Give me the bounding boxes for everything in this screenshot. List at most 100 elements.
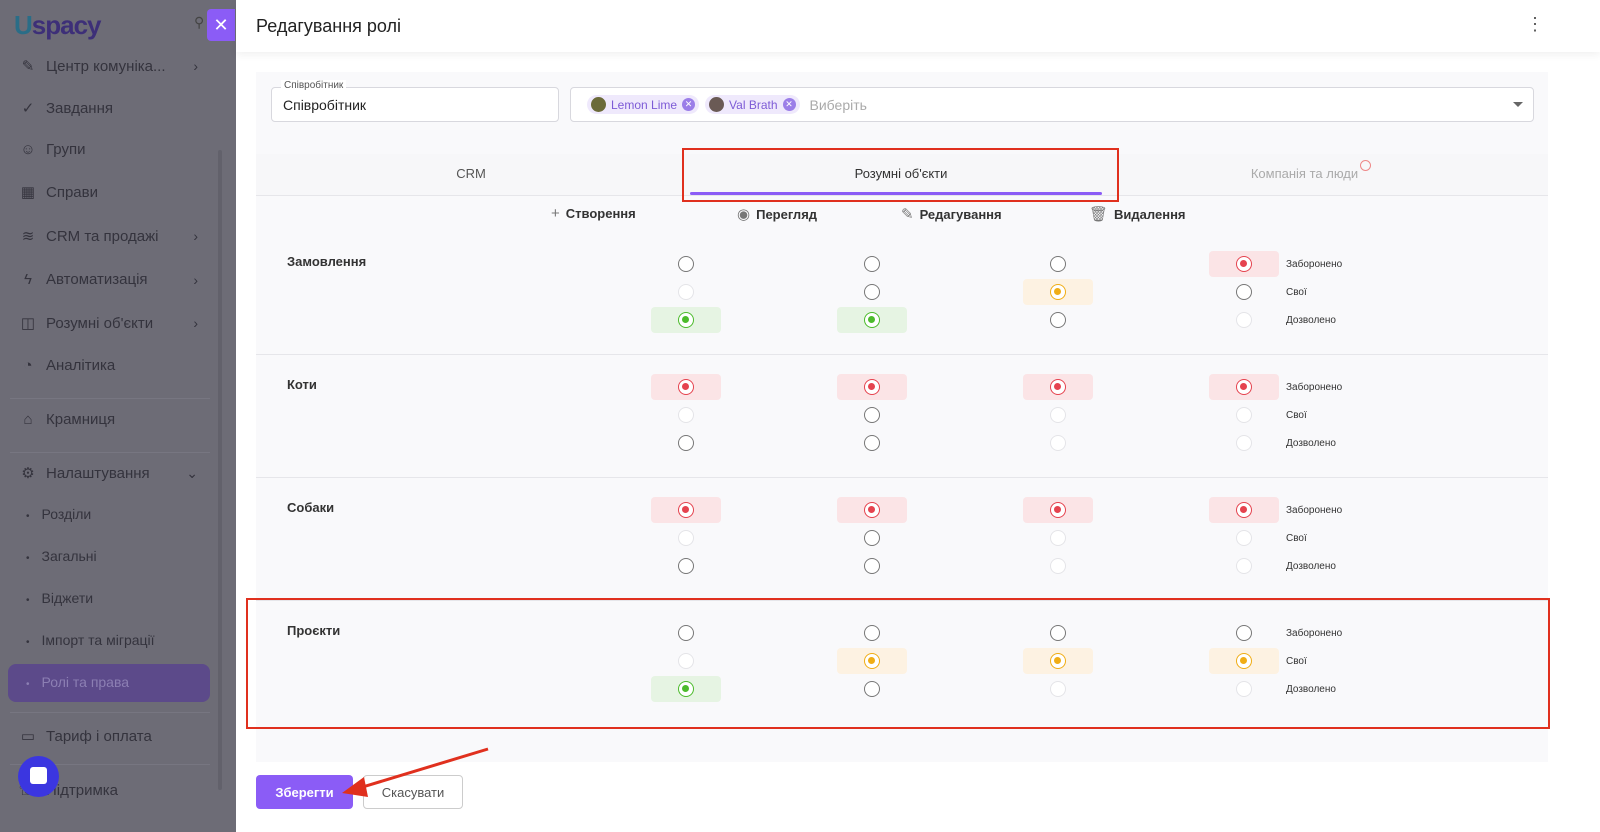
- permission-radio-forbidden[interactable]: [1209, 497, 1279, 523]
- column-label: Видалення: [1114, 206, 1186, 222]
- smart-object-icon: ◫: [20, 315, 36, 332]
- sidebar-item[interactable]: ☺ Групи: [18, 141, 198, 158]
- permission-radio-forbidden[interactable]: [651, 251, 721, 277]
- chevron-down-icon[interactable]: [1513, 102, 1523, 112]
- store-icon: ⌂: [23, 411, 33, 428]
- level-label: Свої: [1286, 410, 1307, 421]
- permission-radio-forbidden[interactable]: [837, 374, 907, 400]
- permission-radio-own[interactable]: [1209, 648, 1279, 674]
- users-placeholder[interactable]: Виберіть: [809, 96, 867, 113]
- permission-radio-forbidden[interactable]: [1023, 251, 1093, 277]
- sidebar-item[interactable]: ⌂ Крамниця: [18, 411, 198, 428]
- chevron-icon: ›: [193, 228, 198, 244]
- column-label: Перегляд: [756, 206, 818, 222]
- sidebar-subitem[interactable]: Загальні: [26, 548, 97, 564]
- chip-label: Val Brath: [729, 97, 778, 112]
- row-name: Проєкти: [287, 623, 341, 638]
- level-label: Свої: [1286, 656, 1307, 667]
- permission-radio-allowed[interactable]: [837, 430, 907, 456]
- permission-radio-forbidden[interactable]: [651, 497, 721, 523]
- annotation-arrow: [342, 747, 489, 797]
- permission-radio-own[interactable]: [1209, 279, 1279, 305]
- permission-radio-allowed[interactable]: [837, 553, 907, 579]
- sidebar-item[interactable]: ▦ Справи: [18, 183, 198, 202]
- users-icon: ☺: [20, 141, 36, 158]
- permission-radio-own: [1209, 402, 1279, 428]
- permission-radio-allowed: [1023, 430, 1093, 456]
- database-icon: ≋: [21, 228, 35, 245]
- permission-radio-own[interactable]: [837, 525, 907, 551]
- permission-radio-forbidden[interactable]: [837, 251, 907, 277]
- logo: Uspacy: [14, 10, 102, 40]
- column-header: ✎ Редагування: [901, 205, 1002, 223]
- permission-radio-own: [651, 648, 721, 674]
- sidebar-item[interactable]: ▭ Тариф і оплата: [18, 727, 198, 746]
- permission-radio-allowed[interactable]: [837, 676, 907, 702]
- permission-radio-own[interactable]: [1023, 648, 1093, 674]
- permission-radio-allowed[interactable]: [651, 676, 721, 702]
- sidebar-item[interactable]: ◫ Розумні об'єкти ›: [18, 314, 198, 333]
- sidebar-item[interactable]: ≋ CRM та продажі ›: [18, 227, 198, 246]
- permission-radio-forbidden[interactable]: [1023, 374, 1093, 400]
- sidebar-item-label: Аналітика: [46, 357, 116, 374]
- permission-radio-own: [651, 279, 721, 305]
- users-select[interactable]: Lemon Lime ✕ Val Brath ✕ Виберіть: [570, 87, 1534, 122]
- sidebar-item-label: Автоматизація: [46, 271, 148, 288]
- tab-company-people[interactable]: Компанія та люди: [1096, 154, 1526, 196]
- permission-radio-forbidden[interactable]: [1023, 620, 1093, 646]
- permission-radio-forbidden[interactable]: [651, 620, 721, 646]
- permission-row: Замовлення Заборонено Свої Дозволено: [256, 232, 1548, 355]
- remove-chip-icon[interactable]: ✕: [682, 98, 696, 111]
- sidebar-item[interactable]: ϟ Автоматизація ›: [18, 271, 198, 288]
- permission-radio-own[interactable]: [837, 648, 907, 674]
- permission-radio-forbidden[interactable]: [1209, 374, 1279, 400]
- permission-radio-forbidden[interactable]: [651, 374, 721, 400]
- sidebar-subitem[interactable]: Віджети: [26, 590, 94, 606]
- chevron-icon: ›: [193, 271, 198, 288]
- permission-radio-allowed: [1209, 307, 1279, 333]
- sidebar-item[interactable]: ✓ Завдання: [18, 99, 198, 118]
- divider: [10, 398, 210, 399]
- pencil-icon: ✎: [901, 206, 914, 223]
- permission-radio-allowed[interactable]: [651, 307, 721, 333]
- cancel-button[interactable]: Скасувати: [363, 775, 463, 809]
- permission-radio-forbidden[interactable]: [1023, 497, 1093, 523]
- permission-radio-own: [1023, 402, 1093, 428]
- sidebar-item-label: Тариф і оплата: [46, 727, 152, 745]
- permission-radio-own: [651, 525, 721, 551]
- sidebar-subitem[interactable]: Імпорт та міграції: [26, 632, 155, 648]
- permission-radio-own[interactable]: [1023, 279, 1093, 305]
- permission-radio-allowed[interactable]: [1023, 307, 1093, 333]
- permission-radio-allowed[interactable]: [651, 553, 721, 579]
- sidebar-scrollbar[interactable]: [218, 150, 222, 790]
- divider: [10, 712, 210, 713]
- permission-radio-own[interactable]: [837, 402, 907, 428]
- permission-radio-forbidden[interactable]: [1209, 251, 1279, 277]
- sidebar-subitem[interactable]: Розділи: [26, 506, 92, 522]
- permission-radio-own[interactable]: [837, 279, 907, 305]
- user-chip: Val Brath ✕: [705, 95, 800, 114]
- sidebar-subitem[interactable]: Ролі та права: [26, 674, 130, 690]
- tab-crm[interactable]: CRM: [456, 166, 486, 181]
- calendar-icon: ▦: [20, 184, 36, 201]
- more-menu-icon[interactable]: ⋮: [1526, 14, 1544, 34]
- sidebar-item[interactable]: ◔ Аналітика: [18, 357, 198, 374]
- role-name-field[interactable]: Співробітник Співробітник: [271, 80, 559, 122]
- remove-chip-icon[interactable]: ✕: [782, 98, 796, 111]
- sidebar-item[interactable]: ⚙ Налаштування ⌄: [18, 464, 198, 483]
- permission-radio-forbidden[interactable]: [1209, 620, 1279, 646]
- role-name-value[interactable]: Співробітник: [283, 97, 367, 113]
- sidebar-item[interactable]: ✎ Центр комуніка... ›: [18, 57, 198, 76]
- tab-smart-objects[interactable]: Розумні об'єкти: [686, 154, 1116, 196]
- chevron-icon: ⌄: [186, 464, 198, 481]
- permission-radio-allowed[interactable]: [837, 307, 907, 333]
- permission-radio-forbidden[interactable]: [837, 620, 907, 646]
- save-button[interactable]: Зберегти: [256, 775, 353, 809]
- divider: [10, 764, 210, 765]
- chat-widget-button[interactable]: [18, 756, 59, 797]
- close-modal-button[interactable]: ✕: [207, 9, 235, 41]
- pin-icon[interactable]: ⚲: [194, 14, 205, 30]
- permission-radio-forbidden[interactable]: [837, 497, 907, 523]
- permission-radio-allowed[interactable]: [651, 430, 721, 456]
- sidebar: Uspacy ⚲ ✕ ✎ Центр комуніка... › ✓ Завдання ☺…: [0, 0, 236, 832]
